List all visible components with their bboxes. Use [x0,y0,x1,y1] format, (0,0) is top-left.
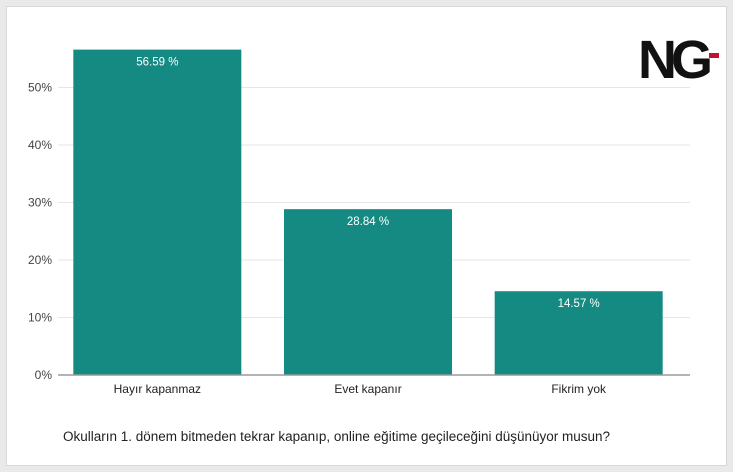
y-tick-label: 30% [28,196,52,210]
data-label: 28.84 % [347,216,389,228]
data-label: 56.59 % [136,57,178,69]
chart-caption: Okulların 1. dönem bitmeden tekrar kapan… [63,429,610,444]
x-tick-label: Evet kapanır [334,382,401,396]
y-tick-label: 0% [35,368,53,382]
ng-logo-accent [709,53,719,58]
bars [73,49,663,376]
ng-logo: NG [638,30,719,90]
y-tick-label: 20% [28,253,52,267]
y-tick-label: 40% [28,138,52,152]
bar [494,291,663,375]
ng-logo-text: NG [638,30,710,90]
y-tick-label: 50% [28,81,52,95]
data-label: 14.57 % [558,298,600,310]
data-labels: 56.59 % 28.84 % 14.57 % [136,57,600,311]
x-tick-label: Hayır kapanmaz [114,382,201,396]
y-axis-tick-labels: 0% 10% 20% 30% 40% 50% [28,81,52,383]
y-tick-label: 10% [28,311,52,325]
category-labels: Hayır kapanmaz Evet kapanır Fikrim yok [114,382,607,396]
bar [284,209,452,375]
x-tick-label: Fikrim yok [551,382,607,396]
bar [73,49,242,376]
